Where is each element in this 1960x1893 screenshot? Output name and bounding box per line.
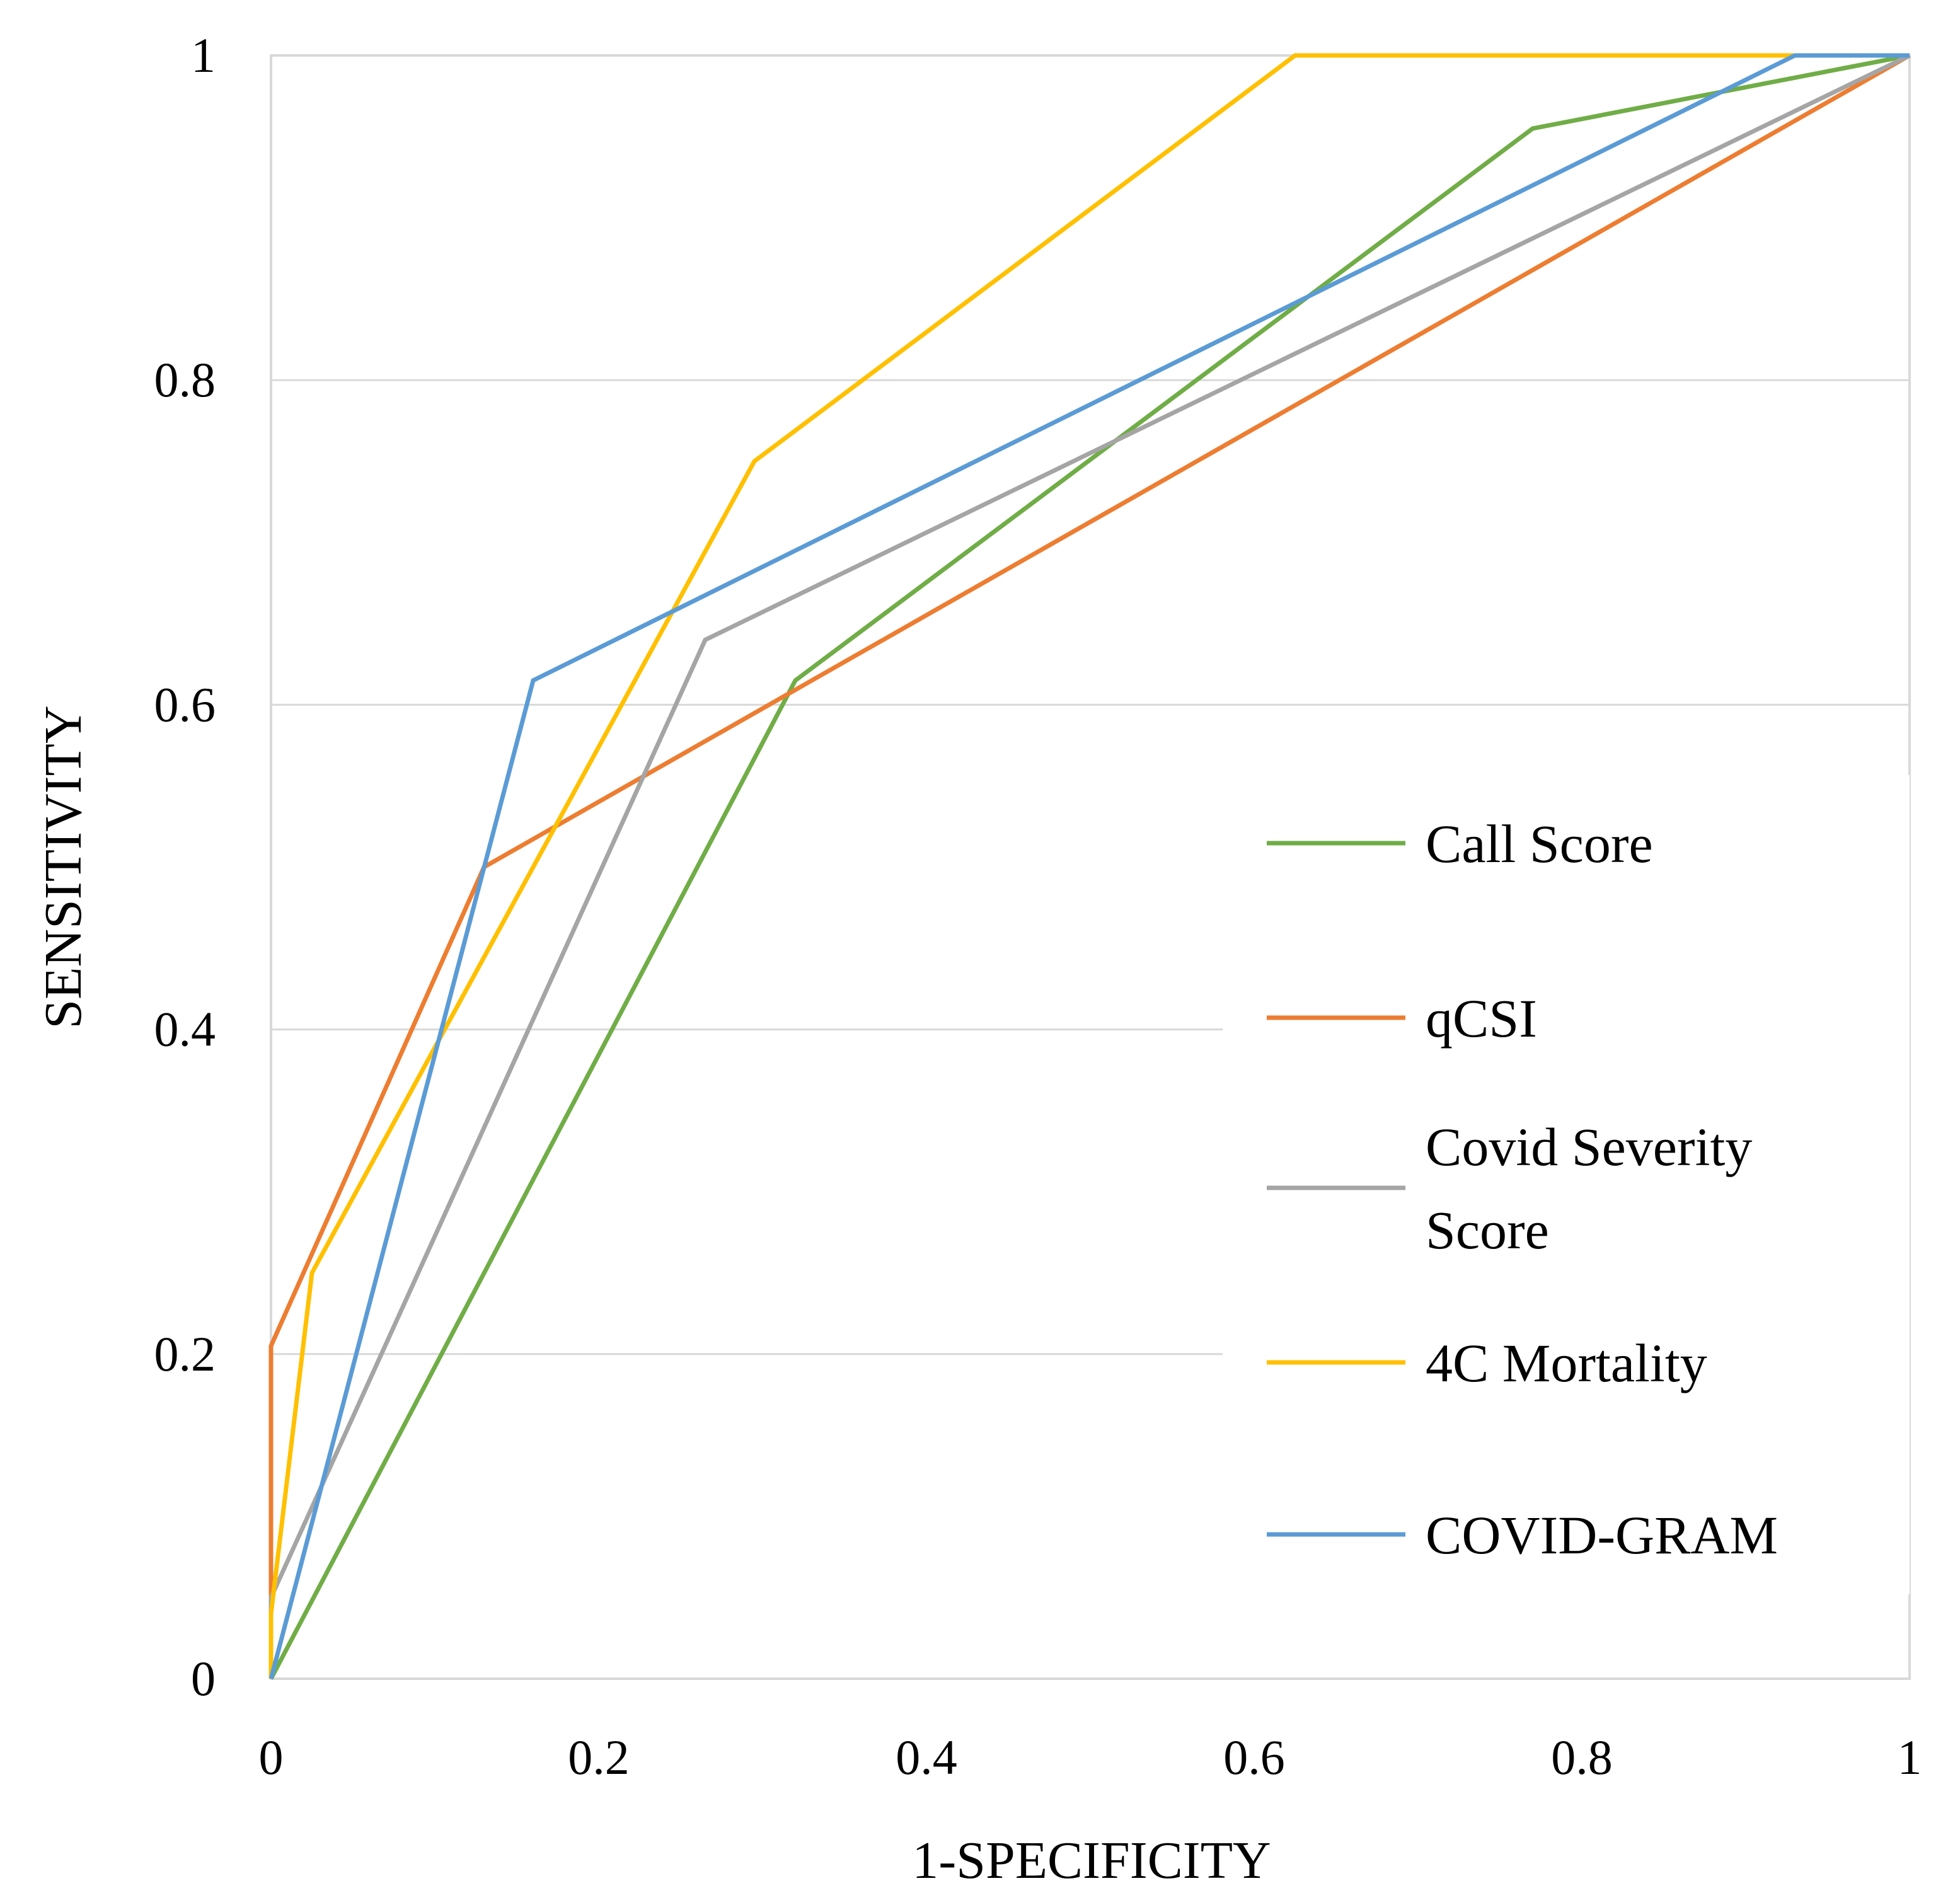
series-line-4c-mortality — [268, 53, 1910, 1679]
y-axis-title: SENSITIVITY — [34, 705, 93, 1028]
y-tick-label: 0 — [191, 1651, 216, 1706]
x-tick-label: 0 — [259, 1730, 284, 1785]
legend-label-covid-gram: COVID-GRAM — [1426, 1505, 1778, 1565]
x-tick-label: 0.8 — [1551, 1730, 1613, 1785]
legend-label-call-score: Call Score — [1426, 814, 1653, 874]
legend-background — [1223, 775, 1910, 1594]
series-line-qcsi — [268, 53, 1911, 1679]
series-lines — [268, 53, 1911, 1680]
x-axis-title: 1-SPECIFICITY — [912, 1831, 1271, 1890]
legend-label-covid-severity-score: Score — [1426, 1200, 1549, 1260]
x-axis-tick-labels: 0 0.2 0.4 0.6 0.8 1 — [259, 1730, 1922, 1785]
legend-label-covid-severity-score: Covid Severity — [1426, 1117, 1752, 1177]
legend-label-4c-mortality: 4C Mortality — [1426, 1333, 1707, 1393]
legend: Call Score qCSI Covid Severity Score 4C Mort… — [1223, 775, 1910, 1594]
x-tick-label: 1 — [1898, 1730, 1922, 1785]
y-tick-label: 0.6 — [154, 677, 216, 732]
x-tick-label: 0.4 — [896, 1730, 957, 1785]
y-axis-tick-labels: 0 0.2 0.4 0.6 0.8 1 — [154, 28, 216, 1706]
y-tick-label: 1 — [191, 28, 216, 83]
legend-label-qcsi: qCSI — [1426, 988, 1537, 1049]
y-tick-label: 0.4 — [154, 1002, 216, 1057]
y-tick-label: 0.8 — [154, 352, 216, 407]
series-line-covid-gram — [268, 53, 1910, 1679]
x-tick-label: 0.6 — [1223, 1730, 1285, 1785]
x-tick-label: 0.2 — [568, 1730, 630, 1785]
y-tick-label: 0.2 — [154, 1326, 216, 1381]
